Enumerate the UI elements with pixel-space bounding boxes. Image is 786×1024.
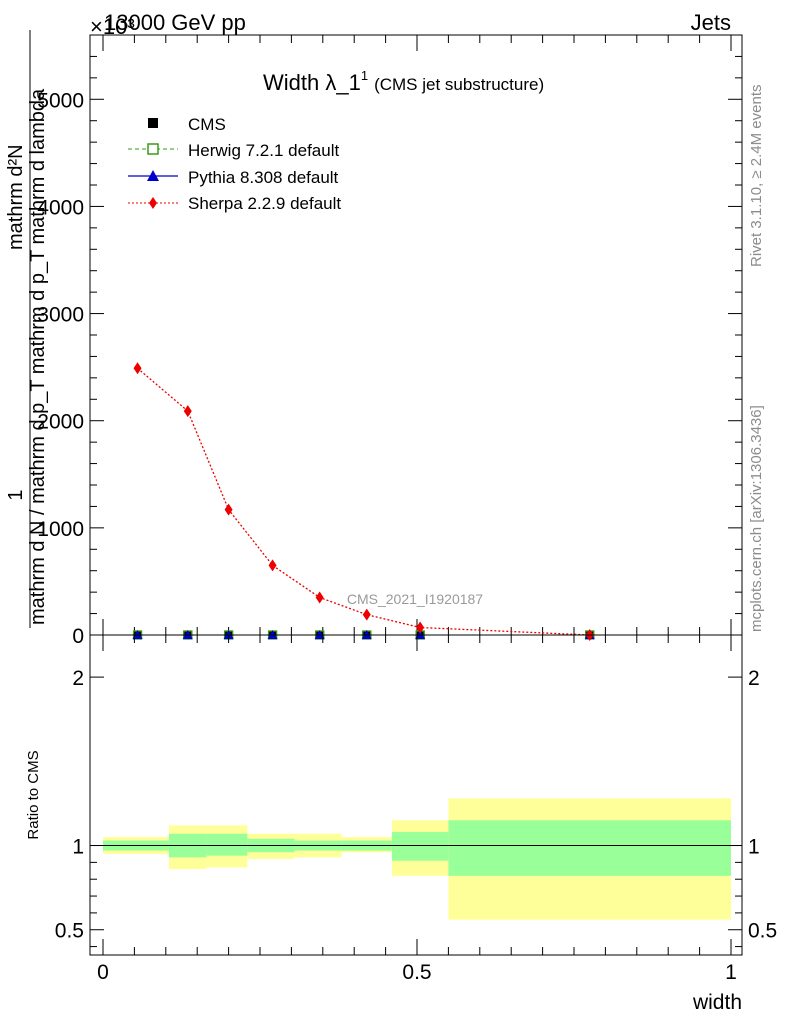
- ratio-y-tick-label: 2: [72, 667, 84, 690]
- ratio-y-label: Ratio to CMS: [25, 750, 42, 839]
- main-y-axis-label: mathrm d²N 1 mathrm d N / mathrm d p_T m…: [5, 30, 49, 628]
- sherpa-line: [137, 367, 590, 636]
- ratio-stat-band: [391, 832, 449, 861]
- main-y-tick-label: 3000: [37, 304, 84, 327]
- ratio-y-tick-label: 0.5: [55, 920, 84, 943]
- plot-title: Width λ_11 (CMS jet substructure): [263, 68, 544, 95]
- ratio-plot-frame: [89, 634, 743, 956]
- ylabel-denominator: mathrm d N / mathrm d p_T mathrm d p_T m…: [27, 88, 49, 625]
- ratio-x-axis: 0 0.5 1: [97, 635, 737, 984]
- sherpa-point: [362, 608, 371, 621]
- legend-item-sherpa: Sherpa 2.2.9 default: [128, 194, 341, 213]
- ratio-stat-band: [448, 820, 731, 876]
- main-y-tick-label: 4000: [37, 196, 84, 219]
- legend: CMS Herwig 7.2.1 default Pythia 8.308 de…: [128, 115, 341, 213]
- mcplots-label: mcplots.cern.ch [arXiv:1306.3436]: [748, 405, 765, 632]
- sherpa-point: [315, 591, 324, 604]
- legend-item-pythia: Pythia 8.308 default: [128, 168, 339, 187]
- main-y-axis: 0 1000 2000 3000 4000 5000: [37, 34, 742, 648]
- plot-title-main: Width λ_1: [263, 70, 361, 95]
- header-jets: Jets: [691, 10, 731, 35]
- main-y-tick-label: 1000: [37, 518, 84, 541]
- ratio-x-tick-label: 0: [97, 961, 109, 984]
- main-x-ticks: [102, 35, 732, 635]
- sherpa-point: [416, 621, 425, 634]
- legend-label-herwig: Herwig 7.2.1 default: [188, 141, 339, 160]
- main-plot-panel: 0 1000 2000 3000 4000 5000 Width λ_11 (CMS jet…: [37, 34, 743, 648]
- main-y-tick-label: 0: [72, 625, 84, 648]
- ratio-bands: [103, 798, 731, 920]
- ratio-x-tick-label: 1: [725, 961, 737, 984]
- ratio-y-axis: 0.5 0.5 1 1 2 2: [55, 667, 777, 948]
- legend-label-sherpa: Sherpa 2.2.9 default: [188, 194, 341, 213]
- sherpa-point: [183, 405, 192, 418]
- ratio-y-tick-label: 1: [72, 836, 84, 859]
- legend-marker-herwig: [147, 143, 159, 155]
- legend-item-cms: CMS: [148, 115, 226, 134]
- main-y-tick-label: 2000: [37, 411, 84, 434]
- ratio-stat-band: [206, 833, 248, 856]
- ratio-y-tick-label-right: 1: [748, 836, 760, 859]
- plot-title-sup: 1: [361, 68, 368, 83]
- ratio-y-tick-label-right: 2: [748, 667, 760, 690]
- ratio-x-tick-label: 0.5: [402, 961, 431, 984]
- rivet-label: Rivet 3.1.10, ≥ 2.4M events: [748, 85, 765, 268]
- legend-marker-pythia: [147, 170, 159, 181]
- legend-label-pythia: Pythia 8.308 default: [188, 168, 339, 187]
- sherpa-point: [224, 503, 233, 516]
- ylabel-numerator: 1: [5, 489, 27, 500]
- ratio-plot-panel: 0.5 0.51 12 2 0 0.5 1 Ratio to CMS width: [25, 634, 777, 1014]
- legend-marker-sherpa: [149, 197, 157, 209]
- main-y-tick-label: 5000: [37, 89, 84, 112]
- header-energy: 13000 GeV pp: [104, 10, 246, 35]
- ratio-y-tick-label-right: 0.5: [748, 920, 777, 943]
- sherpa-point: [133, 362, 142, 375]
- legend-label-cms: CMS: [188, 115, 226, 134]
- legend-marker-cms: [148, 118, 158, 128]
- plot-title-sub: (CMS jet substructure): [374, 75, 544, 94]
- x-axis-label: width: [692, 991, 742, 1014]
- legend-item-herwig: Herwig 7.2.1 default: [128, 141, 339, 160]
- analysis-label: CMS_2021_I1920187: [347, 591, 483, 607]
- sherpa-point: [268, 559, 277, 572]
- ylabel-top: mathrm d²N: [5, 144, 27, 250]
